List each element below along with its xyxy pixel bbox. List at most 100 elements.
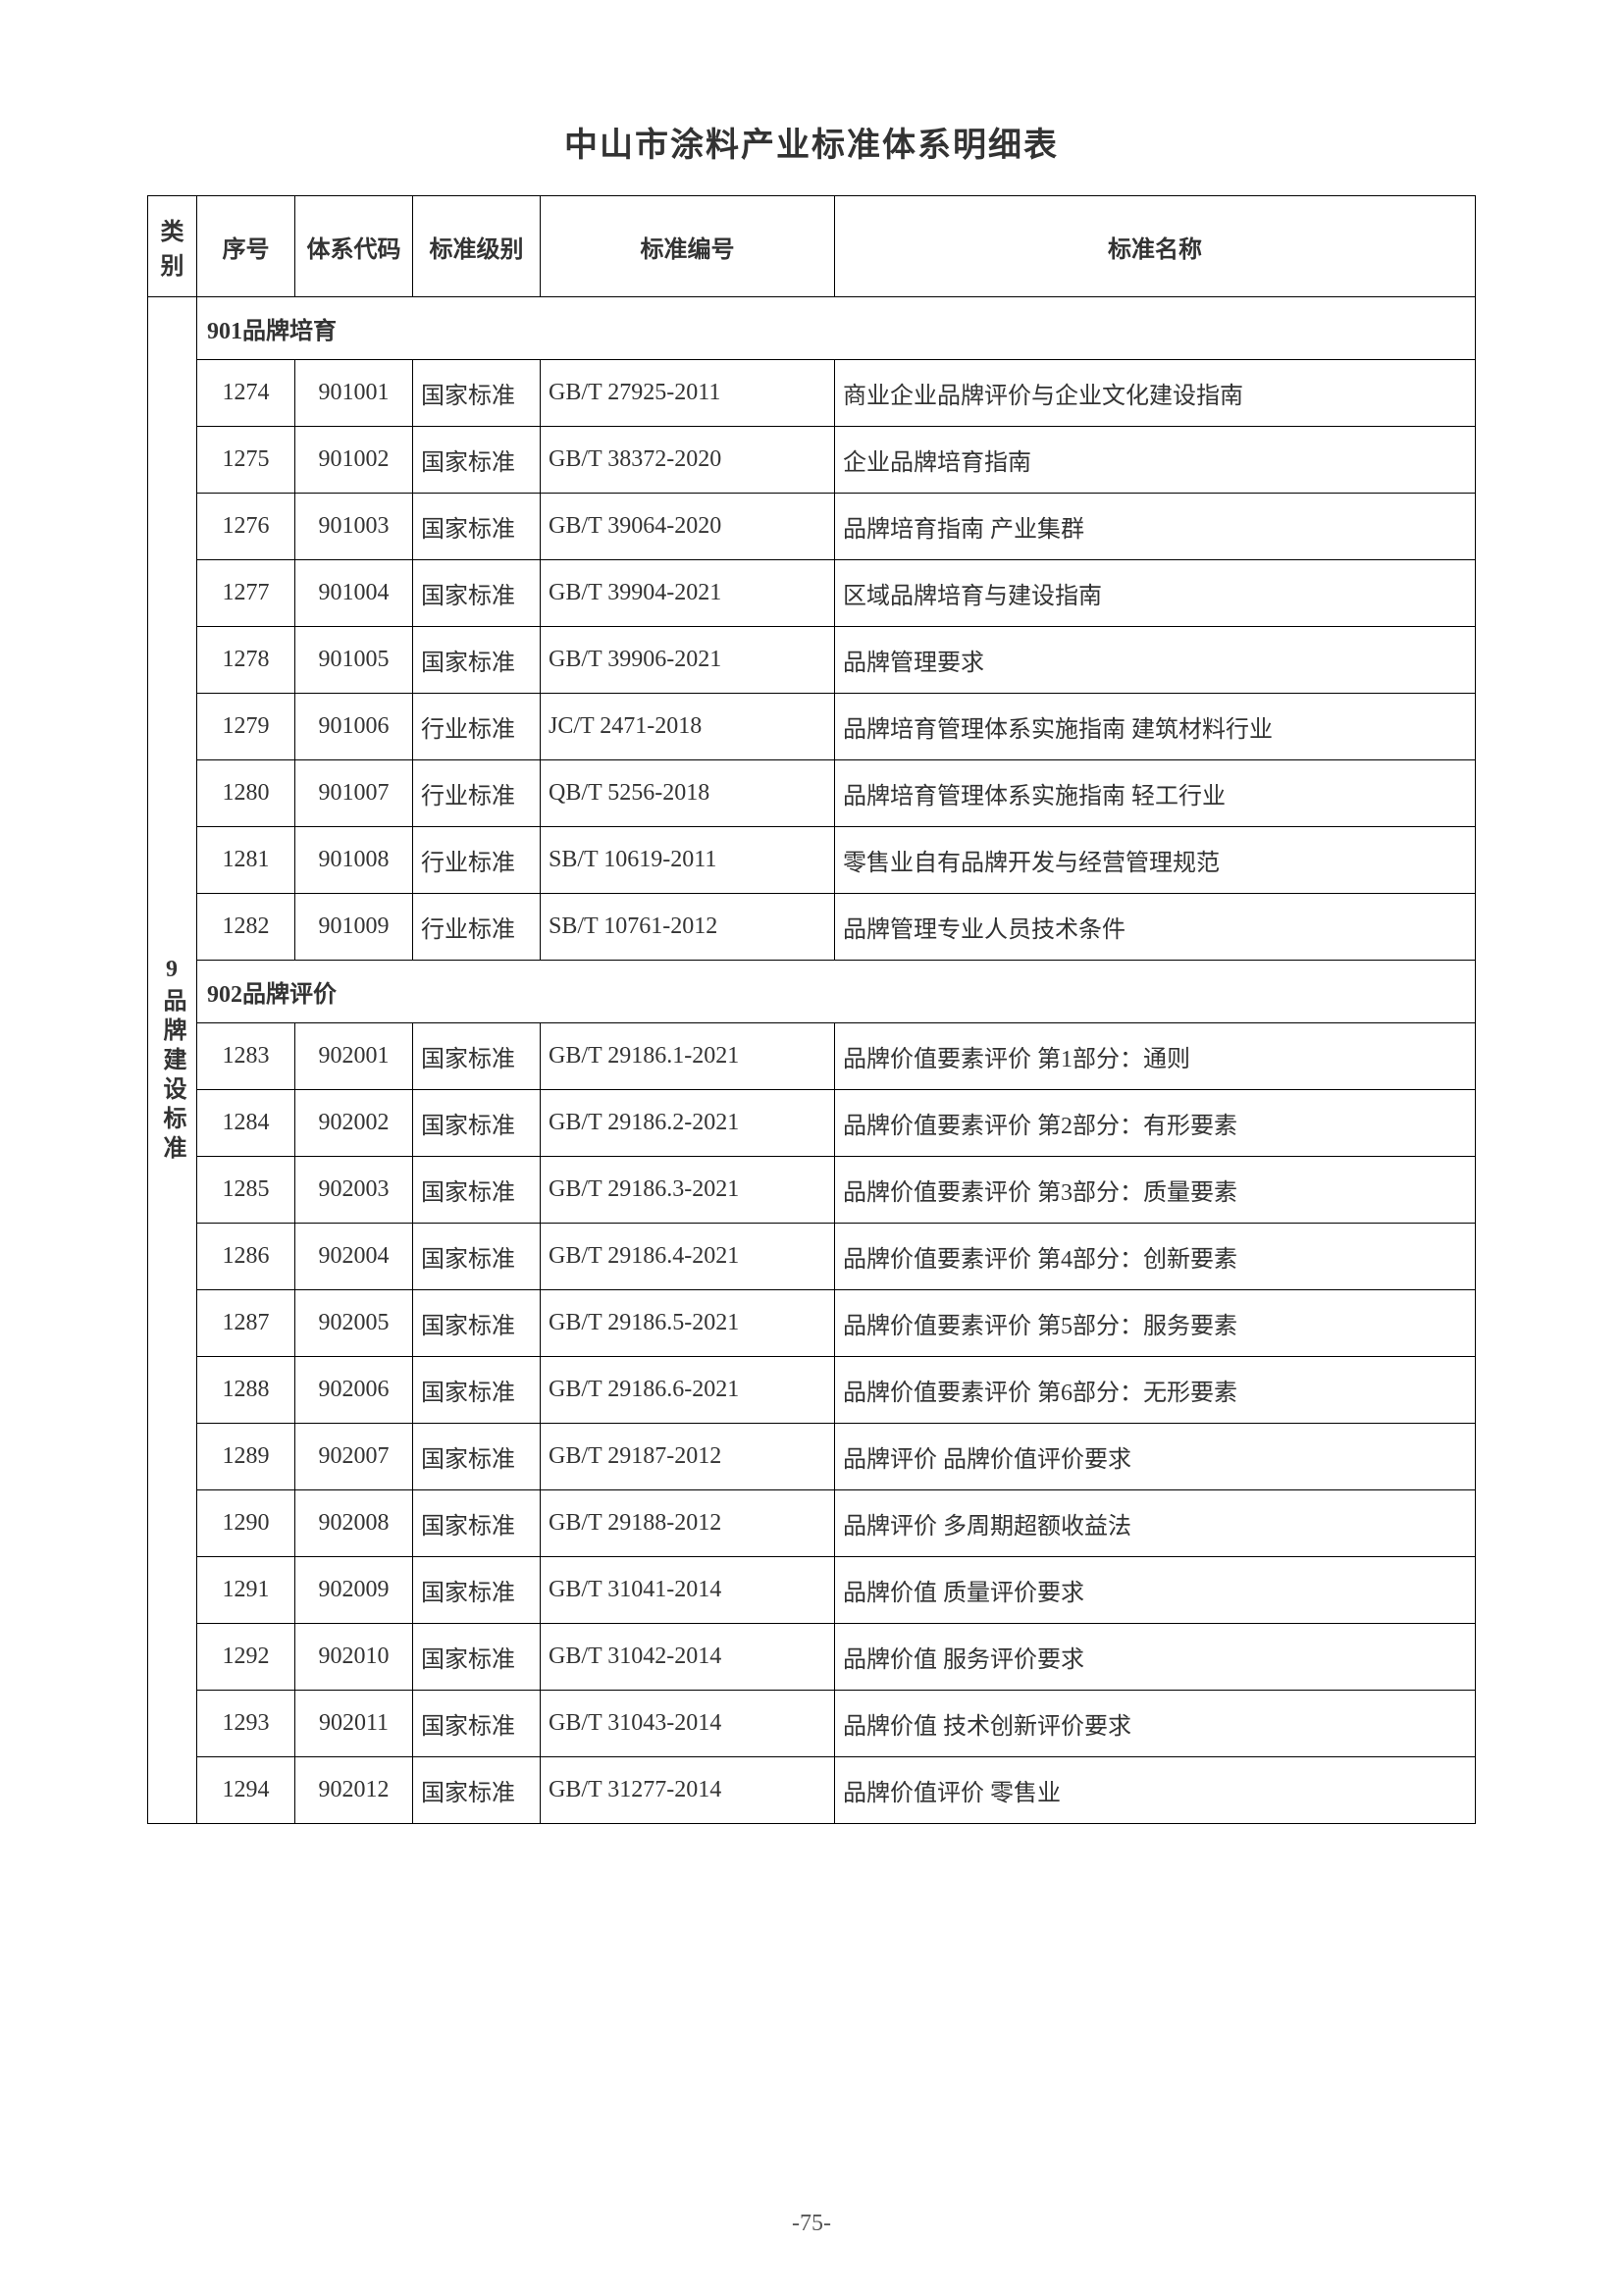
cell-level: 行业标准 bbox=[413, 694, 541, 760]
cell-code: 902008 bbox=[295, 1490, 413, 1557]
cell-level: 国家标准 bbox=[413, 1090, 541, 1157]
cell-seq: 1290 bbox=[197, 1490, 295, 1557]
page-number: -75- bbox=[0, 2211, 1623, 2237]
cell-seq: 1274 bbox=[197, 360, 295, 427]
section-header-row: 902品牌评价 bbox=[148, 961, 1476, 1023]
header-level: 标准级别 bbox=[413, 196, 541, 297]
cell-name: 品牌价值 服务评价要求 bbox=[835, 1624, 1476, 1691]
cell-seq: 1284 bbox=[197, 1090, 295, 1157]
table-row: 1294902012国家标准GB/T 31277-2014品牌价值评价 零售业 bbox=[148, 1757, 1476, 1824]
table-row: 1277901004国家标准GB/T 39904-2021区域品牌培育与建设指南 bbox=[148, 560, 1476, 627]
cell-level: 国家标准 bbox=[413, 1691, 541, 1757]
table-row: 1289902007国家标准GB/T 29187-2012品牌评价 品牌价值评价… bbox=[148, 1424, 1476, 1490]
cell-seq: 1289 bbox=[197, 1424, 295, 1490]
cell-seq: 1277 bbox=[197, 560, 295, 627]
table-row: 1290902008国家标准GB/T 29188-2012品牌评价 多周期超额收… bbox=[148, 1490, 1476, 1557]
table-row: 1293902011国家标准GB/T 31043-2014品牌价值 技术创新评价… bbox=[148, 1691, 1476, 1757]
cell-seq: 1275 bbox=[197, 427, 295, 494]
cell-num: GB/T 39906-2021 bbox=[541, 627, 835, 694]
table-row: 1279901006行业标准JC/T 2471-2018品牌培育管理体系实施指南… bbox=[148, 694, 1476, 760]
cell-seq: 1280 bbox=[197, 760, 295, 827]
cell-seq: 1282 bbox=[197, 894, 295, 961]
cell-level: 国家标准 bbox=[413, 1624, 541, 1691]
cell-num: GB/T 29186.3-2021 bbox=[541, 1157, 835, 1224]
table-row: 1283902001国家标准GB/T 29186.1-2021品牌价值要素评价 … bbox=[148, 1023, 1476, 1090]
table-row: 1282901009行业标准SB/T 10761-2012品牌管理专业人员技术条… bbox=[148, 894, 1476, 961]
cell-name: 品牌价值 质量评价要求 bbox=[835, 1557, 1476, 1624]
cell-name: 品牌培育管理体系实施指南 轻工行业 bbox=[835, 760, 1476, 827]
cell-name: 品牌评价 品牌价值评价要求 bbox=[835, 1424, 1476, 1490]
cell-level: 国家标准 bbox=[413, 360, 541, 427]
cell-code: 901003 bbox=[295, 494, 413, 560]
cell-code: 902011 bbox=[295, 1691, 413, 1757]
table-row: 1284902002国家标准GB/T 29186.2-2021品牌价值要素评价 … bbox=[148, 1090, 1476, 1157]
cell-seq: 1285 bbox=[197, 1157, 295, 1224]
cell-level: 国家标准 bbox=[413, 1490, 541, 1557]
cell-name: 品牌价值要素评价 第5部分：服务要素 bbox=[835, 1290, 1476, 1357]
cell-level: 国家标准 bbox=[413, 1023, 541, 1090]
cell-level: 国家标准 bbox=[413, 1290, 541, 1357]
section-header-cell: 901品牌培育 bbox=[197, 297, 1476, 360]
cell-level: 国家标准 bbox=[413, 1357, 541, 1424]
cell-code: 902010 bbox=[295, 1624, 413, 1691]
cell-level: 国家标准 bbox=[413, 494, 541, 560]
cell-num: JC/T 2471-2018 bbox=[541, 694, 835, 760]
cell-level: 行业标准 bbox=[413, 760, 541, 827]
cell-level: 国家标准 bbox=[413, 1757, 541, 1824]
cell-name: 零售业自有品牌开发与经营管理规范 bbox=[835, 827, 1476, 894]
cell-num: GB/T 39064-2020 bbox=[541, 494, 835, 560]
cell-seq: 1283 bbox=[197, 1023, 295, 1090]
cell-code: 902004 bbox=[295, 1224, 413, 1290]
section-header-row: 9品牌建设标准901品牌培育 bbox=[148, 297, 1476, 360]
header-name: 标准名称 bbox=[835, 196, 1476, 297]
table-row: 1280901007行业标准QB/T 5256-2018品牌培育管理体系实施指南… bbox=[148, 760, 1476, 827]
table-row: 1286902004国家标准GB/T 29186.4-2021品牌价值要素评价 … bbox=[148, 1224, 1476, 1290]
cell-level: 国家标准 bbox=[413, 627, 541, 694]
table-row: 1287902005国家标准GB/T 29186.5-2021品牌价值要素评价 … bbox=[148, 1290, 1476, 1357]
cell-num: QB/T 5256-2018 bbox=[541, 760, 835, 827]
table-row: 1288902006国家标准GB/T 29186.6-2021品牌价值要素评价 … bbox=[148, 1357, 1476, 1424]
cell-num: GB/T 31042-2014 bbox=[541, 1624, 835, 1691]
cell-level: 国家标准 bbox=[413, 427, 541, 494]
cell-num: GB/T 27925-2011 bbox=[541, 360, 835, 427]
cell-code: 901008 bbox=[295, 827, 413, 894]
cell-name: 品牌价值 技术创新评价要求 bbox=[835, 1691, 1476, 1757]
cell-name: 品牌价值要素评价 第4部分：创新要素 bbox=[835, 1224, 1476, 1290]
cell-num: GB/T 29187-2012 bbox=[541, 1424, 835, 1490]
cell-name: 企业品牌培育指南 bbox=[835, 427, 1476, 494]
table-row: 1285902003国家标准GB/T 29186.3-2021品牌价值要素评价 … bbox=[148, 1157, 1476, 1224]
cell-code: 902002 bbox=[295, 1090, 413, 1157]
cell-name: 品牌价值要素评价 第1部分：通则 bbox=[835, 1023, 1476, 1090]
cell-num: GB/T 31041-2014 bbox=[541, 1557, 835, 1624]
cell-seq: 1288 bbox=[197, 1357, 295, 1424]
cell-num: GB/T 29188-2012 bbox=[541, 1490, 835, 1557]
cell-num: GB/T 31277-2014 bbox=[541, 1757, 835, 1824]
table-body: 9品牌建设标准901品牌培育1274901001国家标准GB/T 27925-2… bbox=[148, 297, 1476, 1824]
table-row: 1275901002国家标准GB/T 38372-2020企业品牌培育指南 bbox=[148, 427, 1476, 494]
cell-seq: 1292 bbox=[197, 1624, 295, 1691]
cell-name: 品牌培育指南 产业集群 bbox=[835, 494, 1476, 560]
category-cell: 9品牌建设标准 bbox=[148, 297, 197, 1824]
cell-name: 品牌评价 多周期超额收益法 bbox=[835, 1490, 1476, 1557]
cell-code: 902003 bbox=[295, 1157, 413, 1224]
cell-num: GB/T 38372-2020 bbox=[541, 427, 835, 494]
cell-name: 品牌价值要素评价 第2部分：有形要素 bbox=[835, 1090, 1476, 1157]
cell-code: 902012 bbox=[295, 1757, 413, 1824]
section-header-cell: 902品牌评价 bbox=[197, 961, 1476, 1023]
cell-level: 国家标准 bbox=[413, 1224, 541, 1290]
header-category: 类别 bbox=[148, 196, 197, 297]
cell-seq: 1286 bbox=[197, 1224, 295, 1290]
cell-code: 902007 bbox=[295, 1424, 413, 1490]
cell-name: 商业企业品牌评价与企业文化建设指南 bbox=[835, 360, 1476, 427]
cell-level: 国家标准 bbox=[413, 560, 541, 627]
header-code: 体系代码 bbox=[295, 196, 413, 297]
cell-seq: 1278 bbox=[197, 627, 295, 694]
table-row: 1281901008行业标准SB/T 10619-2011零售业自有品牌开发与经… bbox=[148, 827, 1476, 894]
table-row: 1292902010国家标准GB/T 31042-2014品牌价值 服务评价要求 bbox=[148, 1624, 1476, 1691]
cell-code: 901005 bbox=[295, 627, 413, 694]
cell-level: 国家标准 bbox=[413, 1157, 541, 1224]
cell-level: 国家标准 bbox=[413, 1557, 541, 1624]
cell-seq: 1293 bbox=[197, 1691, 295, 1757]
table-row: 1291902009国家标准GB/T 31041-2014品牌价值 质量评价要求 bbox=[148, 1557, 1476, 1624]
cell-name: 品牌培育管理体系实施指南 建筑材料行业 bbox=[835, 694, 1476, 760]
